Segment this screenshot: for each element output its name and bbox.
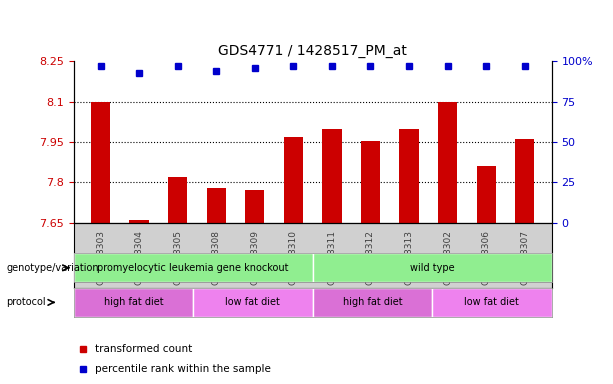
Bar [476, 166, 496, 223]
Text: low fat diet: low fat diet [465, 297, 519, 308]
Bar [322, 129, 341, 223]
Bar [438, 102, 457, 223]
FancyBboxPatch shape [313, 288, 432, 317]
Bar [284, 137, 303, 223]
Bar [245, 190, 264, 223]
Bar [129, 220, 149, 223]
Text: genotype/variation: genotype/variation [6, 263, 99, 273]
Bar [400, 129, 419, 223]
Text: high fat diet: high fat diet [104, 297, 163, 308]
Text: high fat diet: high fat diet [343, 297, 402, 308]
Bar [91, 102, 110, 223]
Title: GDS4771 / 1428517_PM_at: GDS4771 / 1428517_PM_at [218, 44, 407, 58]
FancyBboxPatch shape [74, 288, 193, 317]
FancyBboxPatch shape [193, 288, 313, 317]
FancyBboxPatch shape [432, 288, 552, 317]
Bar [207, 188, 226, 223]
Text: promyelocytic leukemia gene knockout: promyelocytic leukemia gene knockout [97, 263, 289, 273]
Bar [361, 141, 380, 223]
Text: low fat diet: low fat diet [226, 297, 280, 308]
FancyBboxPatch shape [74, 253, 313, 282]
Text: protocol: protocol [6, 297, 46, 308]
Bar [515, 139, 535, 223]
Text: wild type: wild type [410, 263, 454, 273]
Text: transformed count: transformed count [95, 344, 192, 354]
Text: percentile rank within the sample: percentile rank within the sample [95, 364, 271, 374]
Bar [168, 177, 188, 223]
FancyBboxPatch shape [313, 253, 552, 282]
